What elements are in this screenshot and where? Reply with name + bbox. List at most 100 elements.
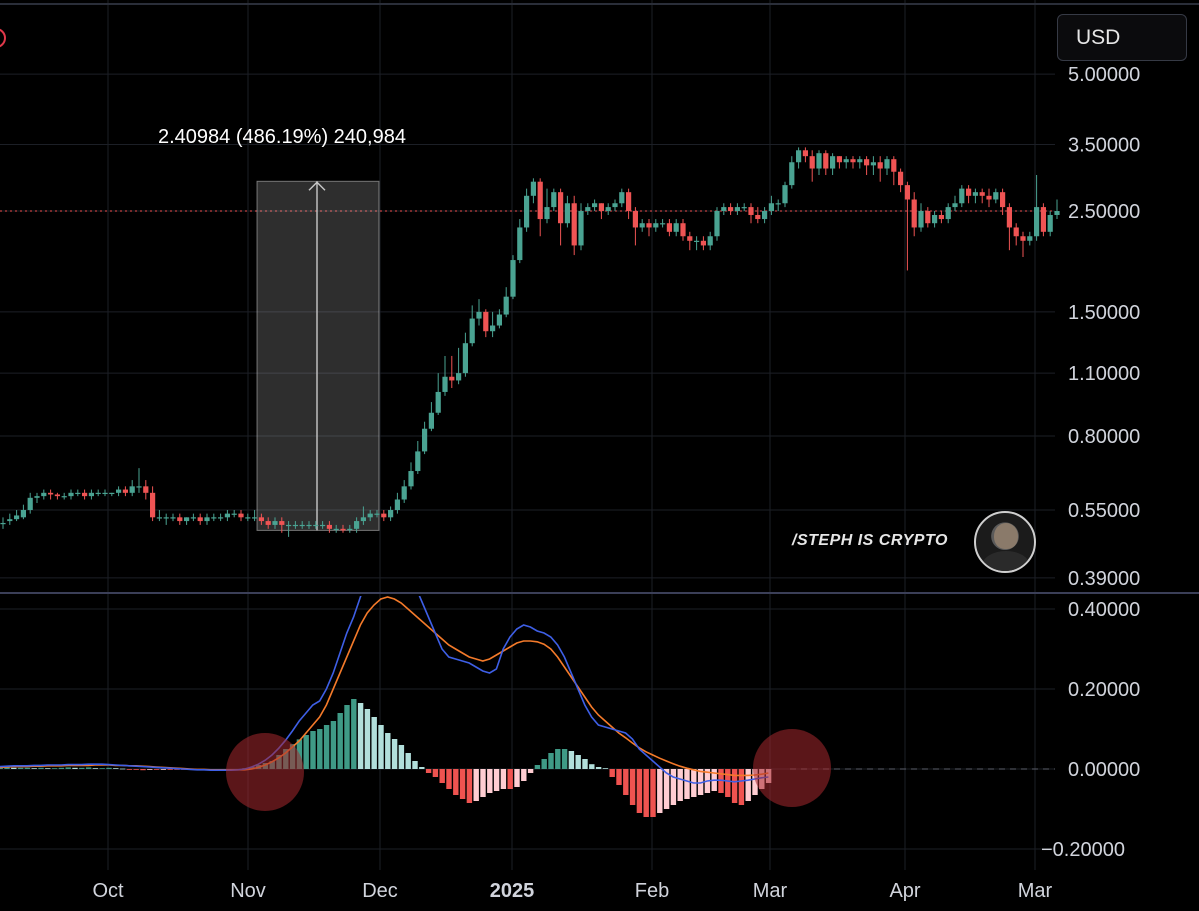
candle-body — [755, 214, 761, 220]
histogram-bar — [405, 753, 411, 769]
candle-body — [857, 159, 863, 163]
histogram-bar — [677, 769, 683, 801]
candle-body — [95, 492, 101, 495]
histogram-bar — [752, 769, 758, 795]
candle-body — [54, 494, 60, 497]
currency-label: USD — [1076, 25, 1121, 49]
histogram-bar — [317, 729, 323, 769]
candle-body — [925, 211, 931, 224]
histogram-bar — [446, 769, 452, 789]
histogram-bar — [561, 749, 568, 769]
candle-body — [830, 156, 836, 169]
candle-body — [789, 162, 795, 186]
candle-body — [775, 203, 781, 205]
candle-body — [510, 260, 516, 297]
candle-body — [959, 188, 965, 204]
histogram-bar — [466, 769, 473, 803]
candle-body — [245, 517, 251, 519]
histogram-bar — [153, 769, 160, 770]
histogram-bar — [364, 709, 371, 769]
candle-body — [7, 519, 13, 522]
histogram-bar — [65, 767, 71, 769]
candle-body — [313, 524, 319, 527]
time-axis[interactable]: Oct Nov Dec 2025 Feb Mar Apr Mar — [92, 880, 1052, 902]
candle-body — [728, 207, 734, 211]
candle-body — [224, 513, 230, 518]
histogram-bar — [643, 769, 649, 817]
candle-body — [762, 211, 768, 220]
candle-body — [1040, 207, 1046, 232]
histogram-bar — [140, 769, 146, 771]
histogram-bar — [629, 769, 636, 805]
time-tick-label: Dec — [362, 880, 398, 902]
histogram-bar — [725, 769, 731, 797]
candle-body — [707, 236, 713, 246]
candle-body — [972, 192, 978, 196]
candle-body — [41, 492, 47, 497]
candle-body — [612, 203, 618, 208]
histogram-bar — [378, 725, 384, 769]
candle-body — [823, 153, 829, 169]
histogram-bar — [623, 769, 629, 795]
candle-body — [333, 528, 339, 531]
time-tick-label: Feb — [635, 880, 669, 902]
candle-body — [932, 214, 938, 224]
histogram-bar — [582, 759, 588, 769]
candle-body — [660, 223, 666, 225]
candle-body — [666, 223, 672, 232]
candle-body — [292, 524, 298, 527]
price-axis[interactable]: 5.00000 3.50000 2.50000 1.50000 1.10000 0.800… — [1041, 64, 1140, 861]
histogram-bar — [568, 751, 575, 769]
candle-body — [258, 517, 264, 522]
price-tick-label: 1.10000 — [1068, 363, 1140, 385]
histogram-bar — [480, 769, 486, 797]
time-tick-label: Apr — [889, 880, 920, 902]
candle-body — [306, 524, 312, 527]
histogram-bar — [487, 769, 493, 793]
candle-body — [129, 486, 135, 493]
candle-body — [252, 517, 258, 519]
candlestick-series — [0, 147, 1060, 537]
histogram-bar — [160, 769, 167, 770]
candle-body — [184, 517, 190, 522]
candle-body — [354, 521, 360, 529]
currency-button[interactable]: USD — [1057, 14, 1187, 61]
candle-body — [422, 428, 428, 452]
histogram-bar — [745, 769, 751, 801]
measurement-label: 2.40984 (486.19%) 240,984 — [158, 126, 406, 148]
candle-body — [741, 207, 747, 209]
candle-body — [150, 492, 156, 518]
candle-body — [503, 296, 509, 315]
candle-body — [966, 188, 972, 196]
histogram-bar — [79, 767, 85, 769]
candle-body — [904, 185, 910, 200]
candle-body — [211, 517, 217, 519]
candle-body — [945, 207, 951, 220]
histogram-bar — [548, 753, 554, 769]
time-tick-label: Mar — [1018, 880, 1053, 902]
candle-body — [714, 211, 720, 237]
candle-body — [68, 492, 74, 497]
candle-body — [75, 492, 81, 495]
candle-body — [680, 223, 686, 237]
candle-body — [952, 203, 958, 208]
histogram-bar — [126, 769, 133, 770]
candle-body — [469, 318, 475, 344]
candle-body — [272, 521, 278, 525]
histogram-bar — [31, 768, 37, 769]
candle-body — [1054, 211, 1060, 215]
measurement-tool — [256, 180, 380, 531]
histogram-bar — [493, 769, 500, 791]
histogram-bar — [337, 713, 343, 769]
time-tick-label: Nov — [230, 880, 266, 902]
candle-body — [1000, 192, 1006, 208]
measure-arrow-head — [308, 181, 326, 191]
candle-body — [88, 492, 94, 497]
macd-tick-label: 0.40000 — [1068, 599, 1140, 621]
cross-highlight-circle — [226, 733, 304, 811]
candle-body — [143, 486, 149, 493]
measure-box — [256, 180, 380, 531]
histogram-bar — [310, 731, 316, 769]
histogram-bar — [453, 769, 459, 795]
